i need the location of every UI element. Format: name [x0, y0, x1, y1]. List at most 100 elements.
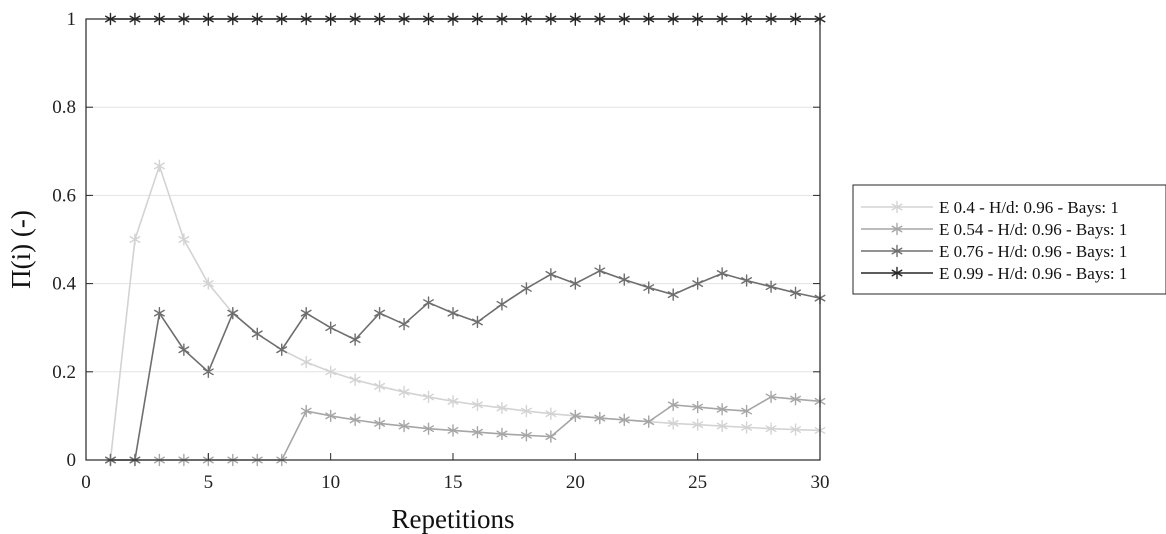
- x-axis-title: Repetitions: [392, 504, 515, 534]
- data-point: [349, 333, 361, 346]
- data-point: [472, 426, 483, 439]
- data-point: [251, 327, 263, 341]
- data-point: [692, 418, 704, 431]
- data-point: [716, 267, 728, 280]
- series-3: [105, 264, 826, 467]
- legend-item: E 0.54 - H/d: 0.96 - Bays: 1: [861, 220, 1127, 239]
- data-point: [569, 409, 581, 423]
- data-point: [790, 286, 801, 300]
- data-point: [741, 274, 753, 287]
- data-point: [496, 427, 508, 441]
- legend-label: E 0.54 - H/d: 0.96 - Bays: 1: [939, 220, 1127, 239]
- x-tick-label: 0: [81, 472, 91, 493]
- data-point: [643, 281, 655, 294]
- x-tick-label: 20: [566, 472, 585, 493]
- data-point: [178, 343, 190, 356]
- y-tick-label: 0.8: [52, 97, 76, 118]
- data-point: [300, 355, 312, 369]
- data-point: [520, 282, 532, 295]
- legend-marker: [891, 266, 903, 280]
- legend-label: E 0.4 - H/d: 0.96 - Bays: 1: [939, 198, 1119, 217]
- data-point: [569, 277, 581, 290]
- x-tick-label: 15: [444, 472, 463, 493]
- data-point: [300, 306, 312, 320]
- data-point: [398, 385, 410, 399]
- axis-ticks: 0 5 10 15 20 25 30 0 0.2 0.4 0.6 0.8 1: [52, 9, 829, 493]
- data-point: [716, 419, 728, 433]
- y-tick-label: 1: [67, 9, 77, 30]
- data-point: [276, 343, 288, 356]
- data-point: [692, 400, 704, 414]
- data-point: [202, 365, 214, 378]
- data-point: [496, 401, 508, 415]
- data-point: [765, 422, 777, 435]
- legend-label: E 0.99 - H/d: 0.96 - Bays: 1: [939, 264, 1127, 283]
- data-point: [667, 417, 679, 430]
- data-point: [692, 277, 704, 290]
- legend-marker: [891, 244, 903, 258]
- data-point: [667, 398, 679, 412]
- data-point: [618, 413, 630, 427]
- data-point: [447, 424, 459, 437]
- legend-label: E 0.76 - H/d: 0.96 - Bays: 1: [939, 242, 1127, 261]
- data-point: [374, 417, 386, 430]
- y-tick-label: 0.2: [52, 362, 76, 383]
- data-point: [325, 365, 337, 378]
- data-point: [545, 407, 557, 420]
- data-point: [472, 315, 483, 329]
- data-point: [716, 403, 728, 416]
- data-point: [300, 404, 312, 418]
- data-point: [227, 306, 239, 320]
- data-point: [741, 421, 753, 434]
- data-point: [374, 380, 386, 393]
- data-point: [447, 395, 459, 408]
- data-point: [423, 422, 434, 435]
- data-point: [765, 280, 777, 293]
- data-point: [741, 404, 753, 418]
- data-point: [447, 306, 459, 320]
- legend-item: E 0.99 - H/d: 0.96 - Bays: 1: [861, 264, 1127, 283]
- x-tick-label: 10: [321, 472, 340, 493]
- data-point: [178, 233, 190, 246]
- y-tick-label: 0.4: [52, 274, 76, 295]
- data-point: [545, 268, 557, 281]
- data-point: [496, 298, 508, 311]
- data-point: [202, 277, 214, 290]
- y-tick-label: 0.6: [52, 185, 76, 206]
- data-point: [545, 430, 557, 443]
- data-point: [618, 273, 630, 286]
- data-point: [423, 390, 434, 404]
- x-tick-label: 5: [204, 472, 214, 493]
- data-point: [643, 415, 655, 428]
- data-point: [765, 390, 777, 404]
- grid-lines: [86, 18, 820, 461]
- data-point: [594, 264, 606, 278]
- series-line: [110, 396, 821, 461]
- legend-item: E 0.4 - H/d: 0.96 - Bays: 1: [861, 198, 1119, 217]
- legend: E 0.4 - H/d: 0.96 - Bays: 1 E 0.54 - H/d:…: [852, 184, 1166, 295]
- legend-marker: [891, 222, 903, 236]
- data-point: [153, 306, 165, 320]
- series-layer: [105, 12, 826, 467]
- plot-area-frame: [85, 18, 821, 461]
- legend-marker: [891, 200, 903, 214]
- data-point: [325, 409, 337, 423]
- data-point: [520, 429, 532, 442]
- y-axis-title: Π(i) (-): [6, 210, 36, 289]
- legend-item: E 0.76 - H/d: 0.96 - Bays: 1: [861, 242, 1127, 261]
- data-point: [520, 404, 532, 418]
- y-tick-label: 0: [67, 450, 77, 471]
- series-line: [109, 165, 821, 461]
- series-1: [105, 159, 826, 467]
- data-point: [790, 392, 801, 406]
- x-tick-label: 30: [811, 472, 830, 493]
- data-point: [667, 288, 679, 301]
- data-point: [423, 296, 434, 309]
- legend-box: [852, 184, 1166, 295]
- data-point: [129, 233, 141, 246]
- data-point: [594, 411, 606, 425]
- data-point: [472, 398, 483, 412]
- data-point: [790, 423, 801, 436]
- data-point: [153, 159, 165, 173]
